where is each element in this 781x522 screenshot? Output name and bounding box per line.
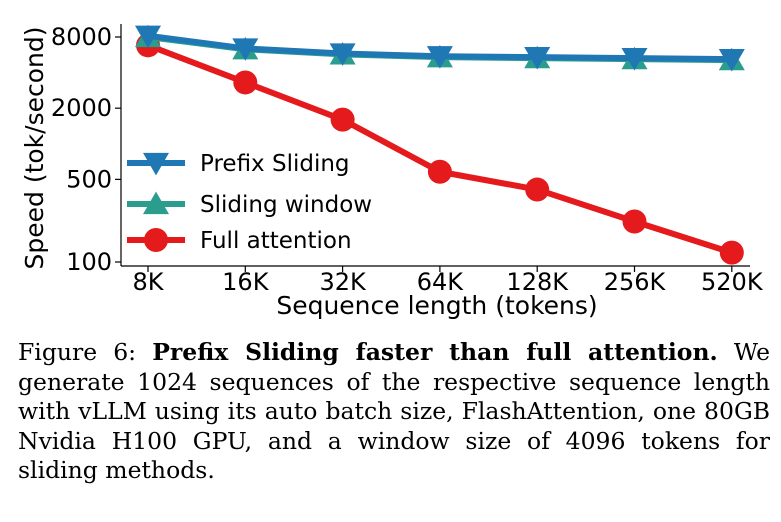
legend-entry: Sliding window <box>127 191 372 218</box>
data-point <box>719 240 744 265</box>
chart-svg: 8000 2000 500 100 8K 16K 32K 64K 128K 256K 520K Pr… <box>20 23 764 320</box>
x-tick-label: 32K <box>319 268 367 296</box>
y-tick-label: 8000 <box>51 23 112 51</box>
data-point <box>524 47 551 70</box>
data-point <box>718 48 745 72</box>
legend-label: Full attention <box>200 228 352 254</box>
legend-marker <box>144 228 168 252</box>
y-tick-label: 500 <box>66 165 112 193</box>
legend-entry: Prefix Sliding <box>127 151 350 177</box>
legend-entry: Full attention <box>127 228 352 254</box>
data-point <box>621 48 648 71</box>
x-tick-label: 16K <box>222 268 270 296</box>
y-tick-label: 100 <box>66 248 112 276</box>
data-point <box>525 177 550 202</box>
series-layer <box>135 24 745 265</box>
data-point <box>330 107 355 132</box>
y-axis-label: Speed (tok/second) <box>20 27 49 270</box>
x-tick-label: 64K <box>417 268 465 296</box>
data-point <box>233 70 258 95</box>
caption-body: We generate 1024 sequences of the respec… <box>18 338 770 484</box>
data-point <box>329 43 356 66</box>
x-tick-label: 256K <box>604 268 667 296</box>
legend-label: Sliding window <box>200 192 372 218</box>
series-prefix-sliding <box>135 25 745 72</box>
data-point <box>622 209 647 234</box>
x-axis-label: Sequence length (tokens) <box>276 291 597 320</box>
data-point <box>426 46 453 69</box>
legend-marker <box>143 152 169 176</box>
x-tick-label: 8K <box>132 268 164 296</box>
y-tick-label: 2000 <box>51 94 112 122</box>
legend-marker <box>143 191 169 215</box>
caption-title: Prefix Sliding faster than full attentio… <box>152 338 718 366</box>
data-point <box>427 159 452 184</box>
legend-label: Prefix Sliding <box>200 151 350 177</box>
x-tick-label: 520K <box>701 268 764 296</box>
caption-label: Figure 6: <box>18 338 137 366</box>
chart: 8000 2000 500 100 8K 16K 32K 64K 128K 256K 520K Pr… <box>20 23 764 320</box>
legend: Prefix Sliding Sliding window Full attenti… <box>127 151 372 254</box>
axes: 8000 2000 500 100 8K 16K 32K 64K 128K 256K 520K <box>51 23 764 296</box>
data-point <box>135 25 161 49</box>
figure-caption: Figure 6: Prefix Sliding faster than ful… <box>18 338 770 486</box>
data-point <box>232 38 259 61</box>
x-tick-label: 128K <box>506 268 569 296</box>
